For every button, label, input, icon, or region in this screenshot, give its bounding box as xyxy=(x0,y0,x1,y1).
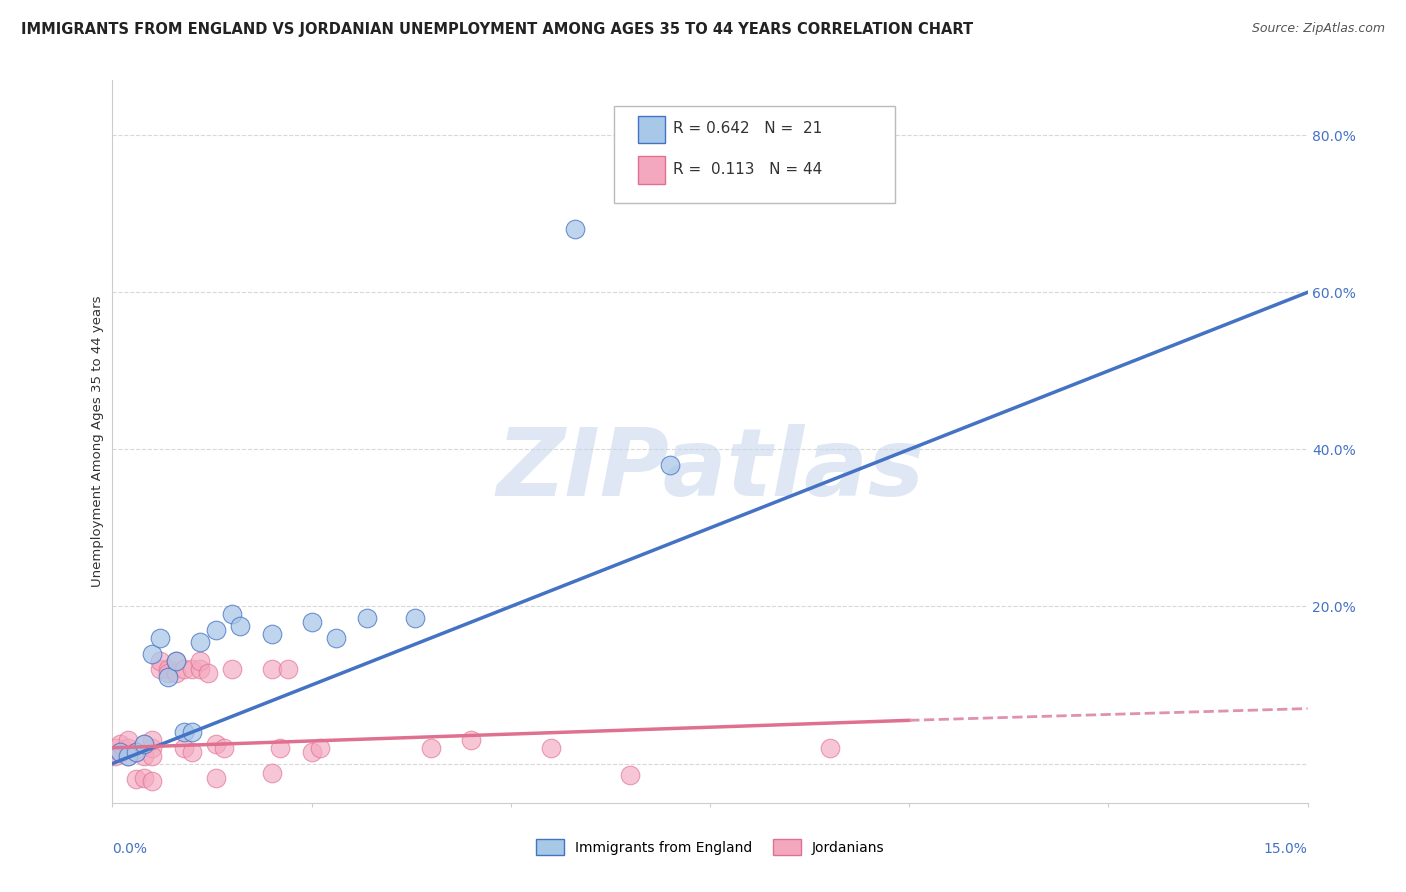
Point xyxy=(181,745,204,759)
Point xyxy=(134,737,156,751)
Point xyxy=(564,222,586,236)
Point xyxy=(325,631,347,645)
Point xyxy=(212,740,235,755)
Point xyxy=(141,733,163,747)
Point xyxy=(301,615,323,630)
Point xyxy=(221,662,243,676)
Point xyxy=(117,748,139,763)
Point xyxy=(818,740,841,755)
Point xyxy=(205,737,228,751)
Point xyxy=(260,627,283,641)
Point xyxy=(117,733,139,747)
Text: Source: ZipAtlas.com: Source: ZipAtlas.com xyxy=(1251,22,1385,36)
Point xyxy=(260,766,283,780)
Bar xyxy=(638,116,665,143)
Text: 0.0%: 0.0% xyxy=(112,842,148,855)
Point xyxy=(188,635,211,649)
Point xyxy=(149,631,172,645)
Text: R = 0.642   N =  21: R = 0.642 N = 21 xyxy=(673,121,823,136)
FancyBboxPatch shape xyxy=(614,105,896,203)
Text: 15.0%: 15.0% xyxy=(1264,842,1308,855)
Point xyxy=(221,607,243,622)
Point xyxy=(659,458,682,472)
Point xyxy=(165,655,187,669)
Point xyxy=(404,611,426,625)
Point xyxy=(165,655,187,669)
Point xyxy=(173,725,195,739)
Point xyxy=(165,666,187,681)
Point xyxy=(125,745,148,759)
Y-axis label: Unemployment Among Ages 35 to 44 years: Unemployment Among Ages 35 to 44 years xyxy=(91,296,104,587)
Point xyxy=(141,740,163,755)
Point xyxy=(301,745,323,759)
Point xyxy=(205,771,228,785)
Point xyxy=(149,655,172,669)
Point xyxy=(105,740,128,755)
Point xyxy=(269,740,291,755)
Point xyxy=(157,662,180,676)
Point xyxy=(205,623,228,637)
Point xyxy=(149,662,172,676)
Point xyxy=(125,772,148,787)
Point xyxy=(110,745,132,759)
Text: ZIPatlas: ZIPatlas xyxy=(496,425,924,516)
Point xyxy=(173,740,195,755)
Point xyxy=(117,748,139,763)
Point xyxy=(188,655,211,669)
Point xyxy=(181,725,204,739)
Point xyxy=(260,662,283,676)
Point xyxy=(141,773,163,788)
Point xyxy=(229,619,252,633)
Point xyxy=(157,666,180,681)
Point xyxy=(197,666,219,681)
Legend: Immigrants from England, Jordanians: Immigrants from England, Jordanians xyxy=(530,834,890,861)
Point xyxy=(110,737,132,751)
Point xyxy=(173,662,195,676)
Point xyxy=(188,662,211,676)
Bar xyxy=(638,156,665,184)
Point xyxy=(157,670,180,684)
Point xyxy=(117,740,139,755)
Point xyxy=(134,748,156,763)
Point xyxy=(460,733,482,747)
Point xyxy=(141,647,163,661)
Point xyxy=(308,740,330,755)
Point xyxy=(356,611,378,625)
Point xyxy=(110,745,132,759)
Point xyxy=(619,768,641,782)
Point xyxy=(134,737,156,751)
Point xyxy=(277,662,299,676)
Point xyxy=(134,771,156,785)
Point xyxy=(420,740,443,755)
Point xyxy=(104,748,127,763)
Text: IMMIGRANTS FROM ENGLAND VS JORDANIAN UNEMPLOYMENT AMONG AGES 35 TO 44 YEARS CORR: IMMIGRANTS FROM ENGLAND VS JORDANIAN UNE… xyxy=(21,22,973,37)
Point xyxy=(125,745,148,759)
Point xyxy=(141,748,163,763)
Text: R =  0.113   N = 44: R = 0.113 N = 44 xyxy=(673,161,823,177)
Point xyxy=(540,740,562,755)
Point xyxy=(181,662,204,676)
